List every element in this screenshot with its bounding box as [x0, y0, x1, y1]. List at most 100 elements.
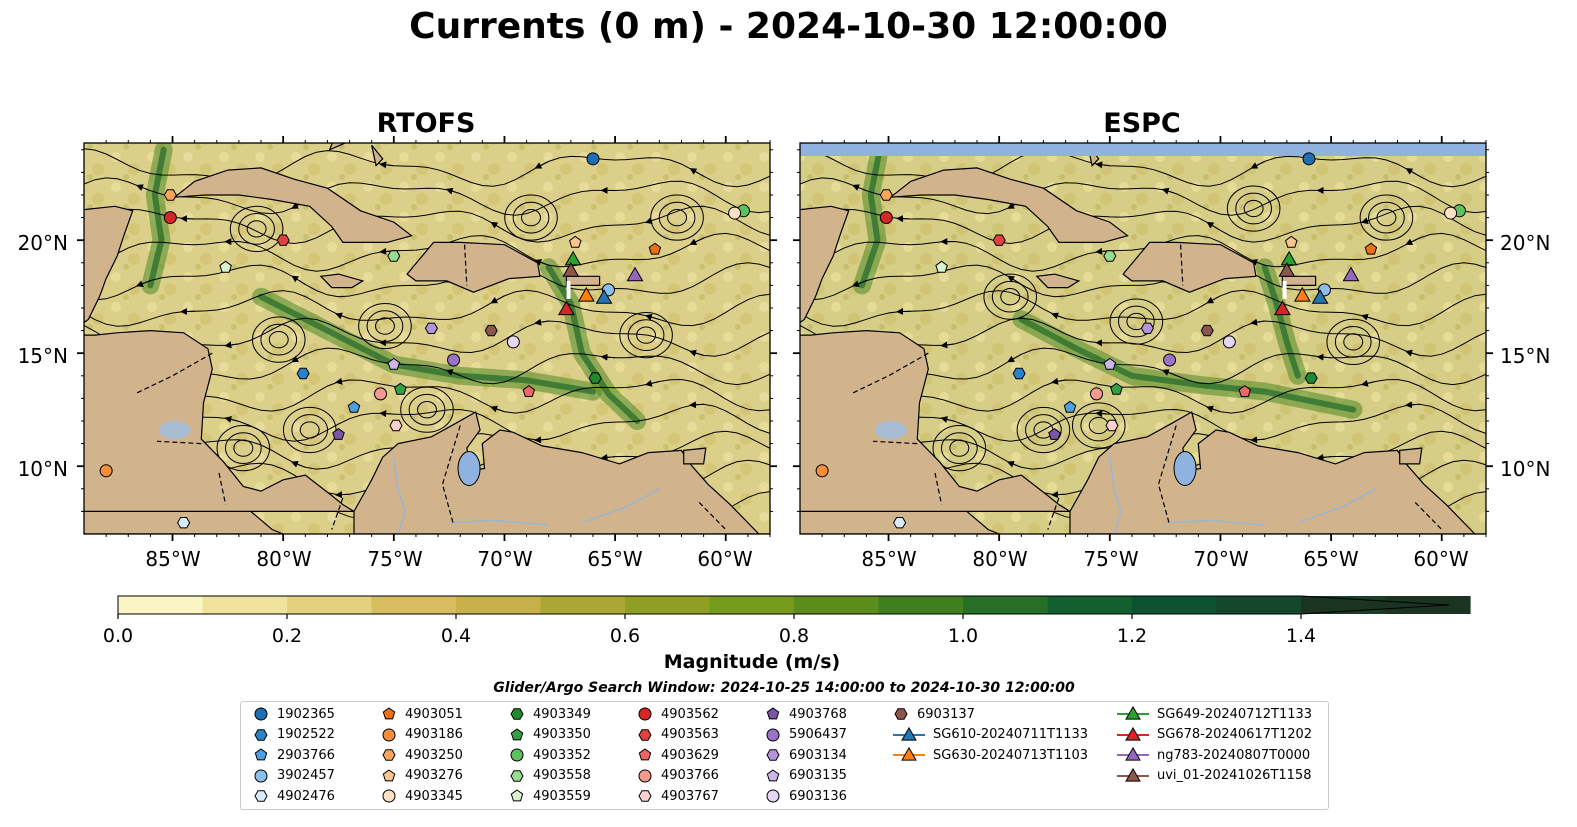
float-4903768 — [332, 427, 345, 440]
float-4903276 — [1285, 235, 1298, 248]
legend-marker — [254, 769, 268, 782]
legend-label: SG610-20240711T1133 — [933, 727, 1089, 742]
panel-title-rtofs: RTOFS — [377, 108, 476, 139]
legend-label: 6903134 — [789, 747, 847, 763]
legend-entry: 2903766 — [253, 747, 335, 763]
legend-marker — [766, 768, 780, 781]
colorbar-tick: 0.8 — [779, 625, 809, 647]
eddy-streamline — [291, 414, 329, 446]
float-4903350 — [1110, 382, 1123, 395]
country-border — [218, 472, 227, 505]
land-trinidad — [1399, 447, 1423, 465]
float-4903559 — [219, 260, 232, 273]
float-4903767 — [1105, 419, 1119, 432]
colorbar-segment — [963, 596, 1049, 614]
colorbar-segment — [202, 596, 288, 614]
legend-marker-icon — [510, 748, 524, 762]
float-2903766 — [1063, 400, 1077, 413]
legend-label: 4903768 — [789, 706, 847, 722]
legend: 1902365 1902522 2903766 3902457 4902476 49030… — [240, 701, 1329, 810]
legend-marker-icon — [638, 748, 652, 761]
streamline-arrow — [852, 184, 867, 192]
legend-entry: SG630-20240713T1103 — [893, 747, 1088, 763]
land-bahamas1 — [328, 143, 346, 151]
legend-label: 4903562 — [661, 706, 719, 722]
legend-marker-icon — [510, 789, 524, 802]
country-border — [1157, 425, 1177, 526]
legend-entry: 4903345 — [381, 788, 463, 804]
float-1902365 — [1302, 152, 1316, 166]
legend-marker-icon — [1117, 747, 1149, 761]
lon-label-65w-right: 65°W — [1303, 547, 1358, 571]
float-4903345 — [1444, 206, 1458, 220]
legend-marker — [766, 707, 780, 720]
streamline-arrow — [1206, 295, 1221, 304]
legend-marker-icon — [1117, 726, 1149, 741]
colorbar-segment — [456, 596, 542, 614]
panel-title-espc: ESPC — [1103, 108, 1181, 139]
streamline-arrow — [180, 215, 195, 223]
colorbar-tick: 0.0 — [103, 625, 133, 647]
country-border — [1047, 497, 1060, 530]
legend-marker — [382, 768, 396, 781]
legend-marker-icon — [638, 728, 652, 741]
legend-marker — [766, 728, 780, 741]
legend-marker-icon — [382, 768, 396, 781]
legend-marker — [254, 728, 268, 741]
legend-label: 4903558 — [533, 768, 591, 783]
legend-marker — [638, 707, 652, 721]
legend-label: ng783-20240807T0000 — [1157, 747, 1311, 763]
lon-label-75w-right: 75°W — [1083, 547, 1138, 571]
glider-uvi_01-20241026T1158 — [562, 262, 580, 277]
streamline-arrow — [379, 161, 394, 169]
float-4903768 — [1048, 427, 1061, 440]
legend-label: 4903629 — [661, 747, 719, 763]
float-4903563 — [992, 234, 1006, 246]
legend-entry: 4903629 — [637, 747, 719, 763]
colorbar-segment — [1047, 596, 1133, 614]
legend-marker — [638, 748, 652, 761]
eddy-streamline — [1343, 333, 1364, 351]
streamline — [84, 177, 770, 216]
eddy-streamline — [627, 319, 665, 351]
country-border — [850, 352, 929, 395]
eddy-streamline — [238, 213, 275, 245]
lat-label-20n: 20°N — [18, 231, 68, 255]
legend-marker-icon — [1117, 706, 1149, 720]
streamline-arrow — [1051, 491, 1066, 499]
legend-label: 4903349 — [533, 706, 591, 722]
float-4902476 — [893, 517, 907, 529]
eddy-streamline — [512, 201, 550, 234]
streamline-arrow — [689, 401, 704, 409]
river — [393, 457, 406, 534]
lon-label-75w: 75°W — [367, 547, 422, 571]
legend-label: 4903250 — [405, 747, 463, 763]
streamline-arrow — [1405, 237, 1420, 245]
colorbar-segment — [118, 596, 204, 614]
streamline-arrow — [1206, 221, 1221, 231]
legend-label: 4903051 — [405, 706, 463, 722]
eddy-streamline — [224, 432, 262, 464]
streamline-arrow — [896, 215, 911, 223]
legend-label: 1902522 — [277, 727, 335, 742]
eddy-streamline — [667, 208, 688, 227]
streamline — [84, 148, 770, 188]
streamline-arrow — [445, 187, 461, 195]
glider-ng783-20240807T0000 — [626, 266, 644, 282]
legend-marker — [382, 728, 396, 741]
legend-label: SG678-20240617T1202 — [1157, 727, 1313, 742]
eddy-streamline — [358, 302, 412, 350]
land-puertorico — [565, 275, 601, 286]
glider-SG610-20240711T1133 — [595, 289, 613, 304]
eddy-streamline — [619, 312, 673, 359]
legend-marker — [894, 708, 908, 720]
eddy-streamline — [658, 201, 696, 234]
eddy-streamline — [1368, 201, 1405, 234]
map-figure: RTOFS ESPC 20°N 15°N 10°N 20°N 15°N 10°N… — [18, 108, 1551, 696]
legend-marker-icon — [766, 728, 780, 741]
legend-marker — [1125, 767, 1141, 782]
lat-label-20n-right: 20°N — [1500, 231, 1550, 255]
legend-label: 4903350 — [533, 727, 591, 742]
streamline-arrow — [1206, 405, 1221, 413]
colorbar-segment — [709, 596, 795, 614]
